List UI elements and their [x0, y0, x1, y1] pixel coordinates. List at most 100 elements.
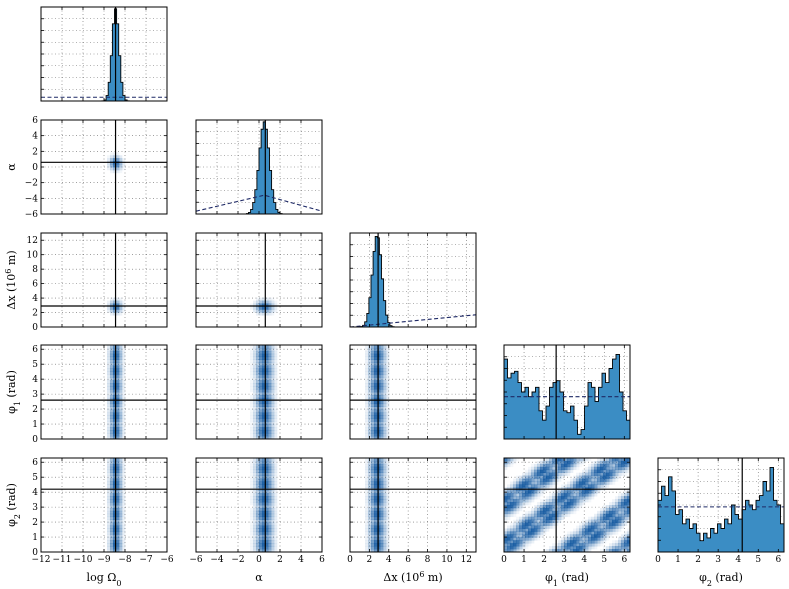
hist-phi2-xtick-label: 2	[695, 555, 701, 565]
scatter-logOmega0-alpha-panel: −6 −4 −2 0 2 4 6	[25, 116, 168, 220]
hist-phi2-bars	[658, 466, 784, 552]
hist-phi2-xtick-label: 4	[735, 555, 741, 565]
scatter-dx-phi2-xtick-label: 4	[386, 555, 392, 565]
scatter-dx-phi1-frame	[349, 344, 477, 440]
scatter-phi1-phi2-xtick-label: 4	[581, 555, 587, 565]
scatter-dx-phi2-density	[350, 458, 476, 552]
xlabel-logOmega0: log Ω0	[87, 571, 122, 588]
scatter-logOmega0-phi2-ytick-label: 4	[32, 488, 38, 498]
scatter-alpha-phi2-xtick-label: −4	[210, 555, 224, 565]
scatter-logOmega0-phi2-xtick-label: −10	[74, 555, 93, 565]
scatter-logOmega0-phi2-xtick-label: −8	[118, 555, 132, 565]
scatter-dx-phi2-xtick-label: 2	[367, 555, 373, 565]
scatter-logOmega0-phi2-xtick-label: −12	[32, 555, 51, 565]
scatter-dx-phi1-gridlines	[350, 345, 476, 439]
scatter-alpha-phi2-panel: −6 −4 −2 0 2 4 6	[189, 457, 325, 565]
scatter-alpha-dx-density	[196, 233, 322, 327]
scatter-logOmega0-alpha-density	[41, 120, 167, 214]
hist-dx-panel	[349, 232, 477, 328]
scatter-logOmega0-dx-ytick-label: 12	[27, 236, 38, 246]
scatter-logOmega0-dx-density	[41, 233, 167, 327]
scatter-alpha-phi2-xtick-label: 6	[319, 555, 325, 565]
hist-logOmega0-gridlines	[41, 7, 167, 101]
scatter-phi1-phi2-xtick-label: 3	[561, 555, 567, 565]
hist-alpha-prior-line	[196, 194, 322, 212]
scatter-alpha-dx-panel	[195, 232, 323, 328]
scatter-dx-phi2-xtick-label: 8	[425, 555, 431, 565]
scatter-dx-phi2-xtick-label: 6	[405, 555, 411, 565]
scatter-phi1-phi2-frame	[503, 457, 631, 553]
scatter-logOmega0-phi2-ytick-label: 1	[32, 533, 38, 543]
scatter-dx-phi2-gridlines	[350, 458, 476, 552]
hist-phi2-xtick-label: 1	[675, 555, 681, 565]
scatter-phi1-phi2-xtick-label: 6	[621, 555, 627, 565]
scatter-logOmega0-phi2-xtick-label: −9	[97, 555, 111, 565]
scatter-alpha-dx-gridlines	[196, 233, 322, 327]
scatter-logOmega0-alpha-ytick-label: −4	[25, 194, 39, 204]
hist-dx-bars	[350, 236, 476, 327]
scatter-logOmega0-phi2-ytick-label: 0	[32, 548, 38, 558]
scatter-alpha-phi2-xtick-label: −6	[189, 555, 203, 565]
scatter-logOmega0-phi1-ytick-label: 4	[32, 375, 38, 385]
hist-phi1-panel	[503, 344, 631, 440]
scatter-logOmega0-phi1-ytick-label: 6	[32, 345, 38, 355]
scatter-logOmega0-alpha-ytick-label: 0	[32, 163, 38, 173]
hist-phi2-xtick-label: 5	[755, 555, 761, 565]
scatter-dx-phi1-panel	[349, 344, 477, 440]
scatter-alpha-phi1-density	[196, 345, 322, 439]
hist-phi2-xtick-label: 0	[655, 555, 661, 565]
scatter-logOmega0-phi1-ytick-label: 0	[32, 435, 38, 445]
scatter-logOmega0-phi1-ytick-label: 2	[32, 405, 38, 415]
hist-logOmega0-panel	[40, 6, 168, 102]
scatter-alpha-phi2-gridlines	[196, 458, 322, 552]
scatter-phi1-phi2-xtick-label: 1	[521, 555, 527, 565]
scatter-alpha-phi2-xtick-label: 4	[298, 555, 304, 565]
hist-phi2-xtick-label: 3	[715, 555, 721, 565]
ylabel-phi2: φ2 (rad)	[5, 483, 22, 527]
scatter-dx-phi2-xtick-label: 0	[347, 555, 353, 565]
scatter-logOmega0-phi1-panel: 0 1 2 3 4 5 6	[32, 344, 168, 445]
scatter-logOmega0-alpha-ytick-label: −2	[25, 179, 38, 189]
ylabel-dx: Δx (106 m)	[4, 250, 19, 309]
scatter-logOmega0-phi2-panel: −12 −11 −10 −9 −8 −7 −6 0 1 2 3 4 5 6	[32, 457, 174, 565]
xlabel-phi1: φ1 (rad)	[545, 571, 589, 588]
hist-phi1-bars	[504, 353, 630, 439]
scatter-logOmega0-phi1-density	[41, 345, 167, 439]
scatter-alpha-phi2-xtick-label: 0	[256, 555, 262, 565]
scatter-logOmega0-phi2-density	[41, 458, 167, 552]
scatter-alpha-phi2-xtick-label: 2	[277, 555, 283, 565]
scatter-phi1-phi2-xtick-label: 2	[541, 555, 547, 565]
scatter-alpha-phi1-panel	[195, 344, 323, 440]
scatter-logOmega0-phi2-xtick-label: −6	[160, 555, 174, 565]
ylabel-alpha: α	[5, 163, 18, 171]
scatter-phi1-phi2-density	[504, 458, 630, 552]
scatter-logOmega0-alpha-ytick-label: 2	[32, 147, 38, 157]
scatter-logOmega0-alpha-ytick-label: −6	[25, 210, 39, 220]
hist-phi2-panel: 0 1 2 3 4 5 6	[655, 457, 785, 565]
scatter-dx-phi2-xtick-label: 12	[461, 555, 472, 565]
scatter-logOmega0-phi2-xtick-label: −7	[139, 555, 153, 565]
scatter-logOmega0-alpha-ytick-label: 6	[32, 116, 38, 126]
scatter-phi1-phi2-xtick-label: 0	[501, 555, 507, 565]
scatter-logOmega0-alpha-gridlines	[41, 120, 167, 214]
scatter-logOmega0-phi1-ytick-label: 3	[32, 390, 38, 400]
scatter-logOmega0-dx-panel: 0 2 4 6 8 10 12	[27, 232, 168, 333]
scatter-logOmega0-phi2-ytick-label: 5	[32, 473, 38, 483]
scatter-dx-phi2-frame	[349, 457, 477, 553]
hist-dx-prior-line	[350, 314, 476, 327]
scatter-logOmega0-phi1-ytick-label: 5	[32, 360, 38, 370]
scatter-logOmega0-phi2-gridlines	[41, 458, 167, 552]
scatter-logOmega0-dx-gridlines	[41, 233, 167, 327]
scatter-logOmega0-phi2-xtick-label: −11	[53, 555, 72, 565]
scatter-logOmega0-phi2-ytick-label: 6	[32, 458, 38, 468]
xlabel-phi2: φ2 (rad)	[699, 571, 743, 588]
scatter-logOmega0-dx-ytick-label: 8	[32, 265, 38, 275]
scatter-logOmega0-phi1-ytick-label: 1	[32, 420, 38, 430]
scatter-logOmega0-dx-ytick-label: 4	[32, 294, 38, 304]
scatter-logOmega0-dx-ytick-label: 0	[32, 323, 38, 333]
xlabel-alpha: α	[255, 571, 263, 584]
scatter-logOmega0-dx-ytick-label: 6	[32, 280, 38, 290]
scatter-dx-phi1-density	[350, 345, 476, 439]
scatter-logOmega0-alpha-ytick-label: 4	[32, 132, 38, 142]
